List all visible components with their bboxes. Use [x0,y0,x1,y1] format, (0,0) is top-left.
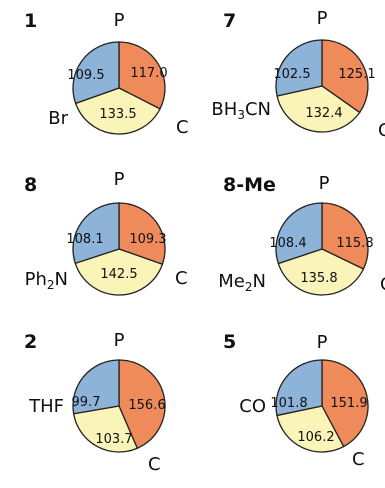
subscript: 2 [47,278,55,292]
angle-value-p-x: 108.4 [269,236,306,251]
atom-text: Br [48,108,68,129]
pie-panel-5: 5 P C CO 151.9 101.8 106.2 [223,331,369,470]
atom-text: CO [239,396,266,417]
atom-label-c: C [352,449,365,470]
angle-value-c-x: 103.7 [95,432,132,447]
atom-label-c: C [148,454,161,475]
atom-label-c: C [380,274,385,295]
atom-label-x: THF [28,396,64,417]
angle-value-c-x: 135.8 [300,271,337,286]
pie-panel-8: 8 P C Ph2N 109.3 108.1 142.5 [24,169,188,296]
atom-label-p: P [317,332,328,353]
subscript: 2 [245,280,253,294]
angle-value-p-c: 109.3 [129,232,166,247]
sector-p-x [275,202,323,265]
sector-p-c [321,39,369,114]
atom-label-c: C [378,120,385,141]
angle-value-p-x: 108.1 [66,232,103,247]
atom-label-x: BH3CN [211,99,271,122]
atom-text: N [55,269,68,290]
sector-p-x [72,202,120,265]
atom-label-x: Ph2N [25,269,68,292]
atom-text: N [253,271,266,292]
sector-p-x [275,39,323,97]
angle-value-p-c: 151.9 [330,396,367,411]
sector-c-x [277,248,365,296]
angle-value-p-c: 156.6 [128,398,165,413]
sector-p-x [72,359,120,415]
atom-text: BH [211,99,237,120]
atom-label-x: CO [239,396,266,417]
sector-p-c [118,41,166,110]
angle-value-p-x: 101.8 [270,396,307,411]
sector-p-c [118,202,166,266]
pie-panel-1: 1 P C Br 117.0 109.5 133.5 [24,10,189,138]
atom-label-x: Me2N [218,271,266,294]
angle-value-p-c: 117.0 [130,66,167,81]
angle-value-c-x: 106.2 [297,430,334,445]
compound-label: 2 [24,331,37,353]
sector-c-x [74,248,164,296]
compound-label: 8 [24,174,37,196]
atom-label-p: P [114,169,125,190]
angle-value-p-x: 102.5 [273,67,310,82]
angle-value-p-c: 125.1 [338,67,375,82]
atom-label-p: P [319,173,330,194]
sector-c-x [276,85,361,133]
atom-label-p: P [317,8,328,29]
angle-value-c-x: 132.4 [305,106,342,121]
atom-text: Me [218,271,245,292]
subscript: 3 [237,108,245,122]
compound-label: 1 [24,10,37,32]
sector-p-c [118,359,166,450]
atom-label-p: P [114,10,125,31]
angle-value-p-x: 109.5 [67,68,104,83]
pie-panel-7: 7 P C BH3CN 125.1 102.5 132.4 [211,8,385,141]
atom-label-c: C [175,268,188,289]
sector-c-x [74,87,161,135]
pie-panel-8-Me: 8-Me P C Me2N 115.8 108.4 135.8 [218,173,385,296]
angle-value-c-x: 133.5 [99,107,136,122]
sector-c-x [72,405,139,453]
pie-panel-2: 2 P C THF 156.6 99.7 103.7 [24,330,166,475]
sector-p-x [275,359,323,417]
atom-label-c: C [176,117,189,138]
sector-c-x [276,405,345,453]
atom-text: THF [28,396,64,417]
compound-label: 8-Me [223,174,276,196]
atom-label-p: P [114,330,125,351]
angle-value-c-x: 142.5 [100,267,137,282]
atom-text: Ph [25,269,47,290]
atom-text: CN [245,99,271,120]
sector-p-x [72,41,120,105]
angle-value-p-c: 115.8 [336,236,373,251]
atom-label-x: Br [48,108,68,129]
sector-p-c [321,202,369,270]
compound-label: 5 [223,331,236,353]
sector-p-c [321,359,369,448]
angle-value-p-x: 99.7 [72,395,101,410]
compound-label: 7 [223,10,236,32]
